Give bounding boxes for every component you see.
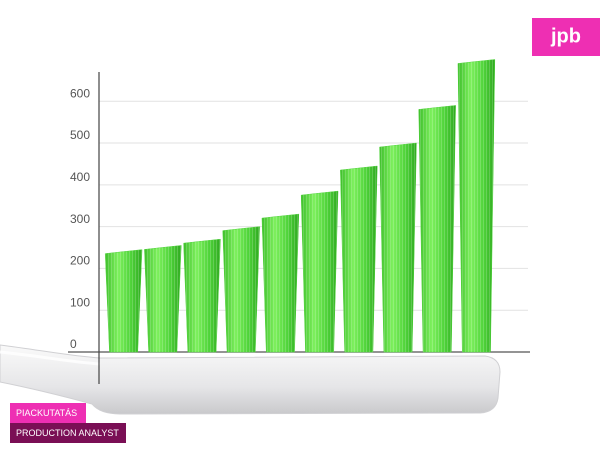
logo-box — [532, 18, 600, 56]
axis-ticks: 0 100 200 300 400 500 600 — [68, 86, 530, 353]
y-tick-label: 0 — [70, 337, 77, 351]
tag-box — [10, 423, 126, 443]
y-tick-label: 100 — [70, 295, 90, 309]
bristle-texture — [144, 245, 182, 352]
y-tick-label: 400 — [70, 170, 90, 184]
bristle-texture — [301, 191, 339, 352]
tag: PRODUCTION ANALYST — [16, 428, 119, 438]
y-tick-label: 600 — [70, 86, 90, 100]
bristle-texture — [183, 239, 221, 352]
bristle-texture — [222, 226, 260, 352]
logo: jpb — [550, 25, 581, 47]
bristle-texture — [457, 59, 495, 353]
bristle-texture — [340, 166, 378, 352]
bristle-texture — [261, 214, 299, 352]
handle-highlight — [0, 350, 101, 366]
y-tick-label: 300 — [70, 212, 90, 226]
tag-box — [10, 403, 86, 423]
toothbrush-head — [0, 344, 501, 415]
bristle-texture — [379, 143, 417, 352]
bristle-texture — [418, 105, 456, 353]
y-tick-label: 200 — [70, 254, 90, 268]
tag: PIACKUTATÁS — [16, 408, 77, 418]
y-tick-label: 500 — [70, 128, 90, 142]
tufts — [104, 59, 496, 353]
bristle-texture — [105, 249, 143, 352]
